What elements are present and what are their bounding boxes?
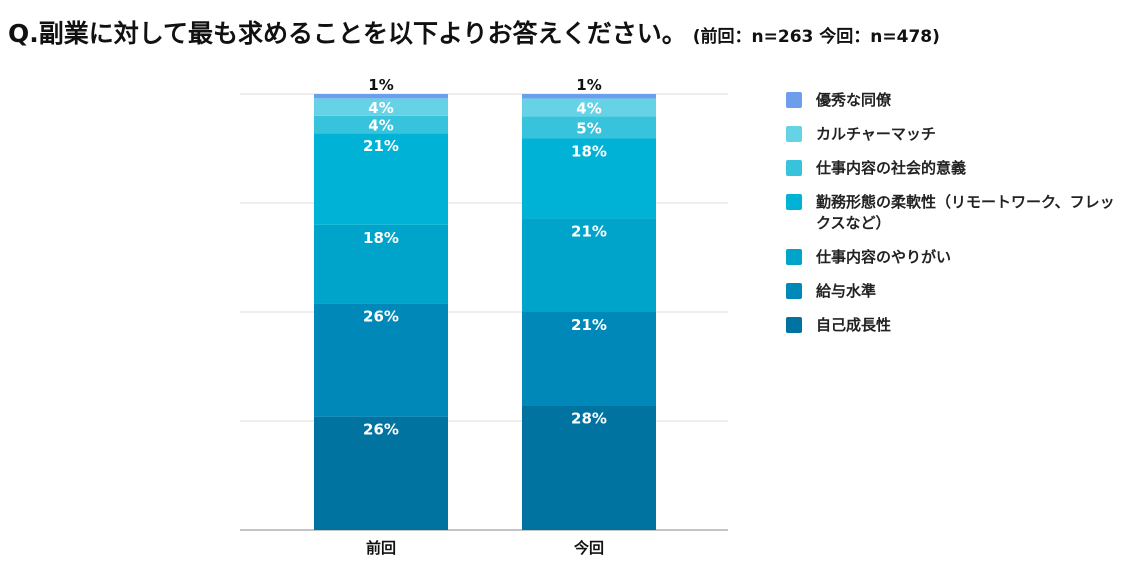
- bar-segment: [314, 98, 448, 116]
- bar-segment: [522, 98, 656, 117]
- bar-segment: [522, 218, 656, 312]
- bar-segment: [522, 138, 656, 219]
- bar-segment: [314, 94, 448, 99]
- legend-label: カルチャーマッチ: [816, 125, 936, 143]
- legend-item: 自己成長性: [786, 315, 1116, 336]
- data-label: 21%: [571, 223, 607, 241]
- chart-title: Q.副業に対して最も求めることを以下よりお答えください。 (前回：n=263 今回…: [8, 14, 940, 50]
- bar-segment: [314, 224, 448, 304]
- data-label: 18%: [571, 142, 607, 160]
- data-label: 28%: [571, 409, 607, 427]
- legend-label: 自己成長性: [816, 316, 892, 334]
- title-text: Q.副業に対して最も求めることを以下よりお答えください。: [8, 19, 687, 48]
- legend-swatch: [786, 283, 802, 299]
- x-tick-label: 前回: [366, 539, 396, 557]
- data-label: 1%: [576, 76, 601, 94]
- bar-segment: [522, 94, 656, 99]
- legend-item: 優秀な同僚: [786, 90, 1116, 111]
- data-label: 26%: [363, 421, 399, 439]
- legend-label: 仕事内容のやりがい: [816, 248, 952, 266]
- legend-swatch: [786, 126, 802, 142]
- legend-label: 勤務形態の柔軟性（リモートワーク、フレックスなど）: [816, 193, 1115, 232]
- legend-label: 給与水準: [816, 282, 877, 300]
- legend-swatch: [786, 249, 802, 265]
- legend-swatch: [786, 317, 802, 333]
- data-label: 4%: [368, 117, 393, 135]
- legend-label: 仕事内容の社会的意義: [816, 159, 967, 177]
- bar-segment: [522, 116, 656, 139]
- data-label: 21%: [363, 137, 399, 155]
- bar-segment: [314, 133, 448, 225]
- legend-swatch: [786, 92, 802, 108]
- x-tick-label: 今回: [573, 539, 604, 557]
- data-label: 21%: [571, 316, 607, 334]
- bar-segment: [314, 303, 448, 417]
- legend-item: 勤務形態の柔軟性（リモートワーク、フレックスなど）: [786, 192, 1116, 234]
- bar-segment: [522, 312, 656, 406]
- legend-item: 仕事内容のやりがい: [786, 247, 1116, 268]
- legend-swatch: [786, 160, 802, 176]
- legend-swatch: [786, 194, 802, 210]
- bar-segment: [522, 405, 656, 530]
- data-label: 4%: [576, 99, 601, 117]
- subtitle-text: (前回：n=263 今回：n=478): [692, 27, 940, 47]
- legend-item: カルチャーマッチ: [786, 124, 1116, 145]
- data-label: 5%: [576, 119, 601, 137]
- data-label: 18%: [363, 229, 399, 247]
- legend-label: 優秀な同僚: [816, 91, 892, 109]
- legend-item: 給与水準: [786, 281, 1116, 302]
- legend: 優秀な同僚カルチャーマッチ仕事内容の社会的意義勤務形態の柔軟性（リモートワーク、…: [786, 90, 1116, 349]
- bar-segment: [314, 416, 448, 530]
- bar-segment: [314, 115, 448, 134]
- data-label: 4%: [368, 99, 393, 117]
- data-label: 26%: [363, 307, 399, 325]
- legend-item: 仕事内容の社会的意義: [786, 158, 1116, 179]
- data-label: 1%: [368, 76, 393, 94]
